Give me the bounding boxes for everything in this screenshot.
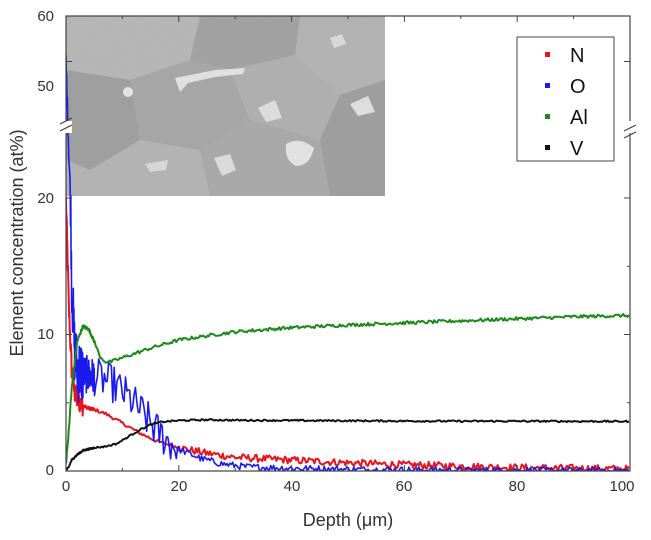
- legend-marker-al: [545, 114, 550, 119]
- legend-marker-v: [545, 145, 550, 150]
- y-tick-labels: 0 10 20 50 60: [37, 8, 54, 479]
- x-axis-label: Depth (μm): [303, 510, 393, 530]
- x-tick-labels: 0 20 40 60 80 100: [62, 478, 635, 495]
- legend-marker-o: [545, 83, 550, 88]
- x-tick-label: 60: [396, 478, 413, 495]
- x-tick-label: 40: [284, 478, 301, 495]
- legend-label-n: N: [570, 45, 584, 67]
- x-tick-label: 0: [62, 478, 70, 495]
- x-tick-label: 80: [509, 478, 526, 495]
- legend-label-v: V: [570, 138, 584, 160]
- series-line-al: [66, 313, 630, 464]
- legend-marker-n: [545, 52, 550, 57]
- series-line-v: [66, 418, 630, 471]
- x-tick-label: 100: [609, 478, 634, 495]
- series-line-o: [66, 54, 630, 471]
- y-tick-label: 50: [37, 78, 54, 95]
- y-tick-label: 20: [37, 190, 54, 207]
- y-axis-label: Element concentration (at%): [7, 129, 27, 356]
- y-tick-label: 60: [37, 8, 54, 25]
- micrograph-inset: [66, 16, 385, 196]
- legend-box: [516, 36, 615, 162]
- x-tick-label: 20: [171, 478, 188, 495]
- legend-label-o: O: [570, 76, 586, 98]
- legend: N O Al V: [516, 36, 615, 162]
- axis-break-marks: [59, 117, 637, 139]
- legend-label-al: Al: [570, 107, 588, 129]
- y-tick-label: 10: [37, 326, 54, 343]
- y-tick-label: 0: [46, 462, 54, 479]
- series-line-n: [66, 196, 630, 471]
